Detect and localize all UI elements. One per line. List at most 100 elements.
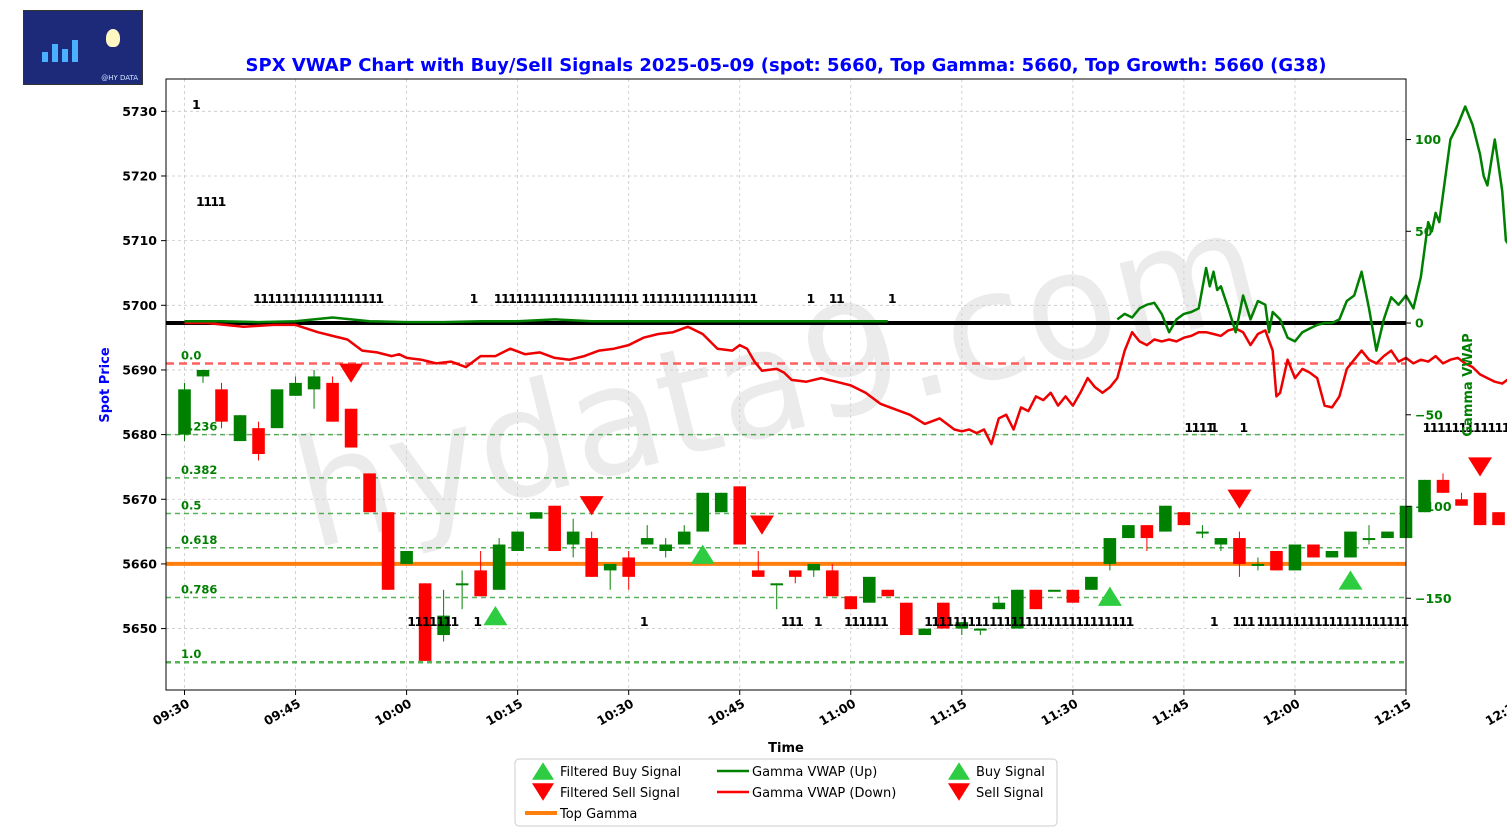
candle-body xyxy=(1122,525,1135,539)
candle-body xyxy=(418,583,432,661)
candle xyxy=(566,518,580,558)
candle xyxy=(1066,589,1080,603)
y-right-tick-label: −100 xyxy=(1415,499,1452,514)
candle xyxy=(1196,525,1209,539)
signal-count-label: 1 xyxy=(470,291,478,306)
candle xyxy=(492,538,506,590)
candle xyxy=(1177,512,1191,526)
candle xyxy=(1214,538,1228,551)
candle xyxy=(196,369,210,383)
x-tick-label: 12:00 xyxy=(1260,695,1302,728)
candle xyxy=(992,596,1006,610)
candle xyxy=(1048,589,1061,592)
candle xyxy=(252,421,265,461)
signal-count-label: 111111111111111111111 xyxy=(1256,614,1408,629)
candle-body xyxy=(474,570,487,597)
signal-count-label: 1111 xyxy=(196,194,226,209)
sell-signal-marker xyxy=(579,496,604,516)
y-left-tick-label: 5710 xyxy=(122,233,157,248)
candle-body xyxy=(1270,550,1283,571)
candle-body xyxy=(1233,538,1246,564)
x-tick-label: 10:00 xyxy=(372,695,414,728)
candle-body xyxy=(1436,479,1450,493)
candle-body xyxy=(955,622,969,629)
candle xyxy=(1307,544,1320,558)
candle-body xyxy=(548,505,561,551)
candle-body xyxy=(307,376,321,390)
fib-label: 0.5 xyxy=(181,498,201,512)
candle xyxy=(1288,544,1302,571)
candle-body xyxy=(270,389,284,429)
gamma-vwap-down-line xyxy=(184,321,1507,446)
candle xyxy=(233,415,247,442)
candle-body xyxy=(1177,512,1191,526)
candle xyxy=(788,570,802,584)
candle-body xyxy=(1455,499,1468,506)
candle xyxy=(455,570,469,610)
candle xyxy=(511,531,524,551)
candle xyxy=(1381,531,1394,539)
y-left-tick-label: 5680 xyxy=(122,427,157,442)
legend-item: Buy Signal xyxy=(948,762,1045,780)
buy-signal-marker xyxy=(1097,586,1122,606)
candle-body xyxy=(918,628,932,636)
candle-body xyxy=(196,369,210,377)
candle xyxy=(1418,479,1431,513)
candle xyxy=(807,563,821,577)
signals xyxy=(339,363,1493,626)
candle xyxy=(400,550,413,564)
candle xyxy=(1085,576,1098,590)
logo-text: @HY DATA xyxy=(101,74,138,82)
candle xyxy=(585,531,598,577)
legend-item: Gamma VWAP (Up) xyxy=(717,765,877,780)
brand-logo: @HY DATA xyxy=(23,10,143,85)
candle xyxy=(215,382,228,429)
candle-body xyxy=(1381,531,1394,539)
signal-count-label: 1 xyxy=(814,614,822,629)
y-right-tick-label: −50 xyxy=(1415,407,1443,422)
x-tick-label: 12:15 xyxy=(1372,696,1414,729)
candle xyxy=(1473,492,1487,526)
candle-body xyxy=(770,583,784,586)
y-left-tick-label: 5650 xyxy=(122,621,157,636)
candle-body xyxy=(733,486,747,545)
legend-box xyxy=(514,758,1058,827)
candle-body xyxy=(751,570,765,577)
gamma-vwap-up-line xyxy=(1116,105,1507,352)
signal-count-label: 1111 xyxy=(1184,420,1214,435)
candle xyxy=(178,382,191,442)
x-tick-label: 09:45 xyxy=(261,696,303,729)
candle xyxy=(825,563,839,597)
candle xyxy=(862,576,876,603)
candle-body xyxy=(1029,589,1043,610)
signal-count-label: 1 xyxy=(1210,614,1218,629)
candle-body xyxy=(1159,505,1172,532)
fib-label: 0.786 xyxy=(181,583,217,597)
sell-signal-marker xyxy=(1468,457,1493,477)
candle xyxy=(381,512,395,590)
candle-body xyxy=(1288,544,1302,571)
watermark: hydata9.com xyxy=(279,177,1277,584)
signal-count-label: 1111111111111111 xyxy=(641,291,757,306)
legend-triangle-up-icon xyxy=(948,762,970,780)
candle-body xyxy=(363,473,376,513)
y-left-tick-label: 5730 xyxy=(122,104,157,119)
y-left-tick-label: 5660 xyxy=(122,556,157,571)
candle-body xyxy=(1325,550,1339,558)
y-axis-left-label: Spot Price xyxy=(98,347,113,422)
candle-body xyxy=(511,531,524,551)
candle xyxy=(622,550,635,590)
candle-body xyxy=(1473,492,1487,526)
candle-body xyxy=(381,512,395,590)
candle xyxy=(918,628,932,636)
candle-body xyxy=(1085,576,1098,590)
candle-body xyxy=(1066,589,1080,603)
buy-signal-marker xyxy=(690,544,715,564)
candle-body xyxy=(289,382,302,396)
candle xyxy=(1344,531,1357,558)
candle xyxy=(1011,589,1024,629)
logo-bulb-icon xyxy=(106,29,120,47)
legend-label: Gamma VWAP (Down) xyxy=(752,786,896,801)
gamma-vwap-up-line xyxy=(184,316,888,324)
